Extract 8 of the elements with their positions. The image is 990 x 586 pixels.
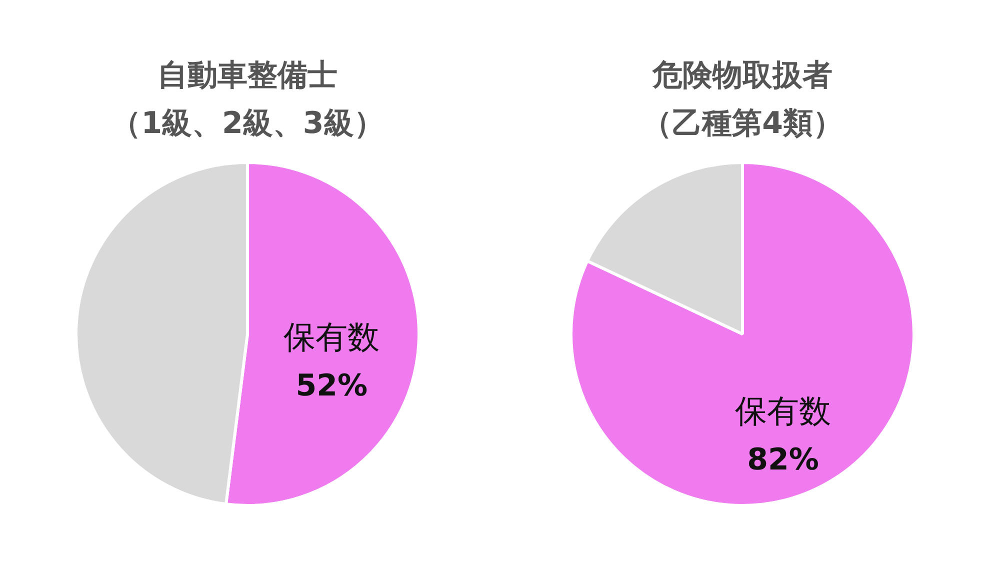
slice-label: 保有数 bbox=[284, 318, 380, 356]
chart-subtitle: （1級、2級、3級） bbox=[110, 105, 385, 143]
slice-label: 保有数 bbox=[735, 392, 832, 430]
chart-subtitle: （乙種第4類） bbox=[641, 105, 844, 143]
data-label: 52% bbox=[296, 368, 368, 404]
chart-title: 危険物取扱者 bbox=[651, 57, 834, 95]
chart-title: 自動車整備士 bbox=[156, 57, 338, 95]
data-label: 82% bbox=[747, 442, 819, 478]
